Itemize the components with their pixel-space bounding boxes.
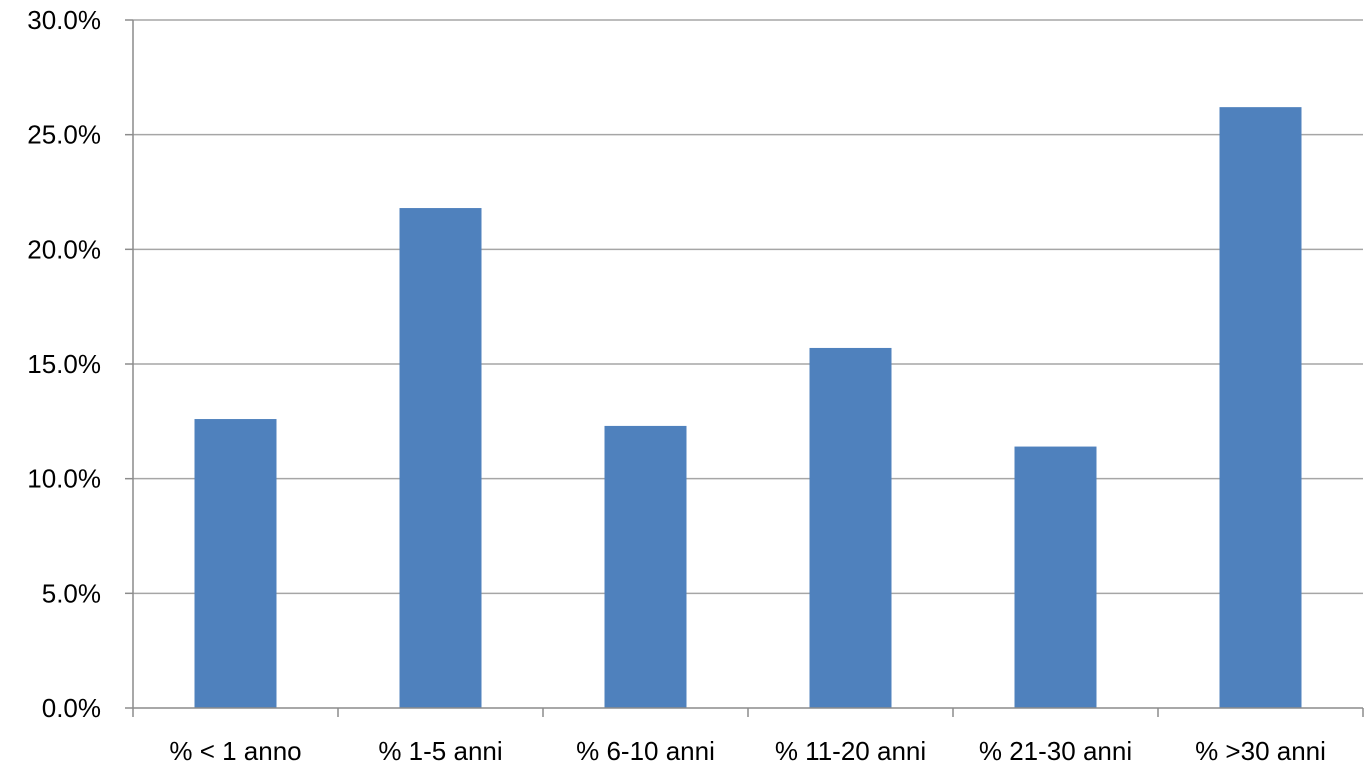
x-category-label: % 11-20 anni	[775, 736, 926, 766]
y-tick-label: 30.0%	[27, 5, 101, 35]
x-category-label: % 6-10 anni	[576, 736, 715, 766]
y-tick-labels: 0.0% 5.0% 10.0% 15.0% 20.0% 25.0% 30.0%	[27, 5, 101, 723]
axes	[125, 19, 1364, 717]
bar	[1219, 107, 1302, 708]
bar	[399, 208, 482, 708]
y-tick-label: 15.0%	[27, 349, 101, 379]
x-category-label: % 21-30 anni	[979, 736, 1132, 766]
bar	[604, 425, 687, 708]
y-tick-label: 0.0%	[42, 693, 101, 723]
bar	[809, 347, 892, 708]
y-tick-label: 10.0%	[27, 464, 101, 494]
y-tick-label: 25.0%	[27, 120, 101, 150]
x-category-label: % < 1 anno	[169, 736, 301, 766]
x-category-label: % 1-5 anni	[378, 736, 502, 766]
y-tick-label: 5.0%	[42, 578, 101, 608]
bars	[194, 107, 1302, 708]
y-tick-label: 20.0%	[27, 234, 101, 264]
bar	[1014, 446, 1097, 708]
bar	[194, 419, 277, 708]
x-category-label: % >30 anni	[1195, 736, 1326, 766]
gridlines	[133, 19, 1363, 595]
category-labels: % < 1 anno % 1-5 anni % 6-10 anni % 11-20 a…	[169, 736, 1326, 766]
